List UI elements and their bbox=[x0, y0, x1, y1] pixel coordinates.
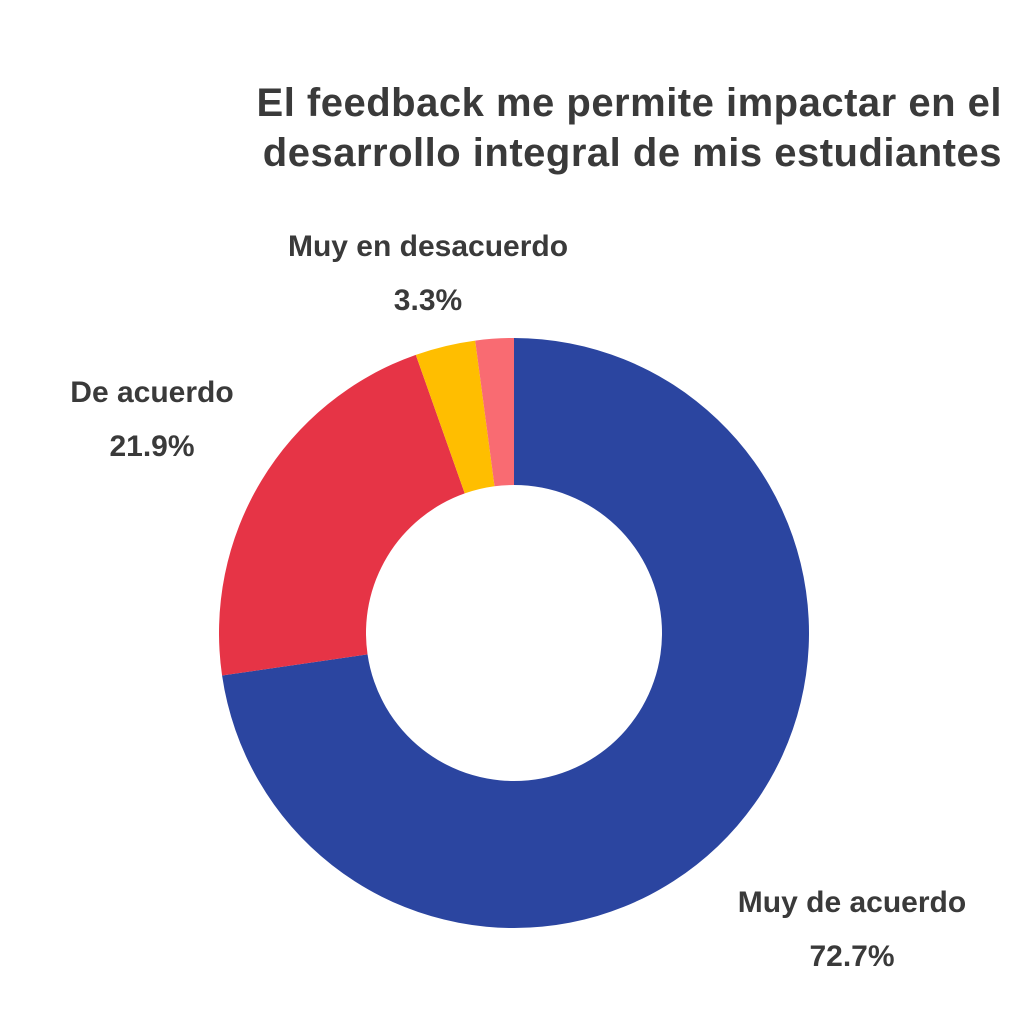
donut-slice-muy-en-desacuerdo bbox=[415, 340, 495, 494]
chart-title: El feedback me permite impactar en el de… bbox=[60, 78, 1002, 178]
chart-title-line-1: El feedback me permite impactar en el bbox=[256, 81, 1002, 125]
slice-label-value: 3.3% bbox=[394, 284, 462, 317]
donut-slice-unlabeled bbox=[475, 338, 514, 487]
donut-labels: Muy de acuerdo 72.7% De acuerdo 21.9% Muy en… bbox=[70, 230, 966, 973]
chart-title-line-2: desarrollo integral de mis estudiantes bbox=[262, 131, 1002, 175]
donut-slice-de-acuerdo bbox=[218, 354, 465, 676]
slice-label-name: Muy de acuerdo bbox=[738, 886, 966, 919]
slice-label-value: 72.7% bbox=[809, 940, 894, 973]
slice-label-name: De acuerdo bbox=[70, 376, 233, 409]
donut-slice-muy-de-acuerdo bbox=[222, 338, 809, 928]
slice-label-name: Muy en desacuerdo bbox=[288, 230, 568, 263]
slice-label-value: 21.9% bbox=[109, 430, 194, 463]
donut-slices bbox=[218, 338, 809, 928]
